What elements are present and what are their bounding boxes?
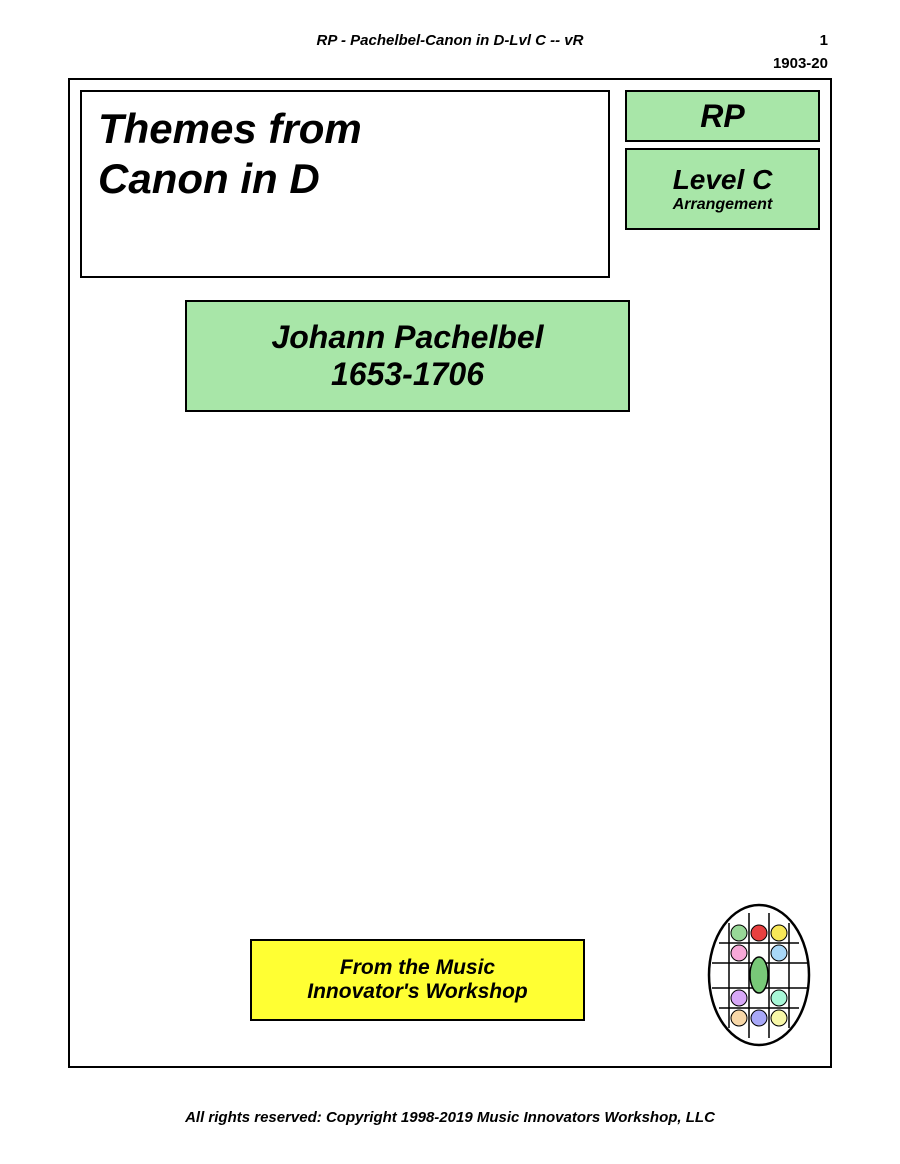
composer-dates: 1653-1706 — [331, 356, 484, 393]
composer-box: Johann Pachelbel 1653-1706 — [185, 300, 630, 412]
catalog-number: 1903-20 — [773, 55, 828, 72]
workshop-box: From the Music Innovator's Workshop — [250, 939, 585, 1021]
title-line2: Canon in D — [98, 154, 592, 204]
rp-box: RP — [625, 90, 820, 142]
header-title: RP - Pachelbel-Canon in D-Lvl C -- vR — [317, 32, 584, 49]
arrangement-label: Arrangement — [673, 196, 773, 214]
title-box: Themes from Canon in D — [80, 90, 610, 278]
logo-icon — [707, 903, 812, 1048]
level-label: Level C — [673, 164, 773, 196]
composer-name: Johann Pachelbel — [271, 319, 543, 356]
page-number: 1 — [820, 32, 828, 49]
level-box: Level C Arrangement — [625, 148, 820, 230]
workshop-line1: From the Music — [340, 956, 495, 980]
title-line1: Themes from — [98, 104, 592, 154]
workshop-line2: Innovator's Workshop — [307, 980, 527, 1004]
main-frame: Themes from Canon in D RP Level C Arrang… — [68, 78, 832, 1068]
header: RP - Pachelbel-Canon in D-Lvl C -- vR — [0, 32, 900, 49]
rp-label: RP — [700, 98, 744, 135]
copyright: All rights reserved: Copyright 1998-2019… — [0, 1109, 900, 1126]
